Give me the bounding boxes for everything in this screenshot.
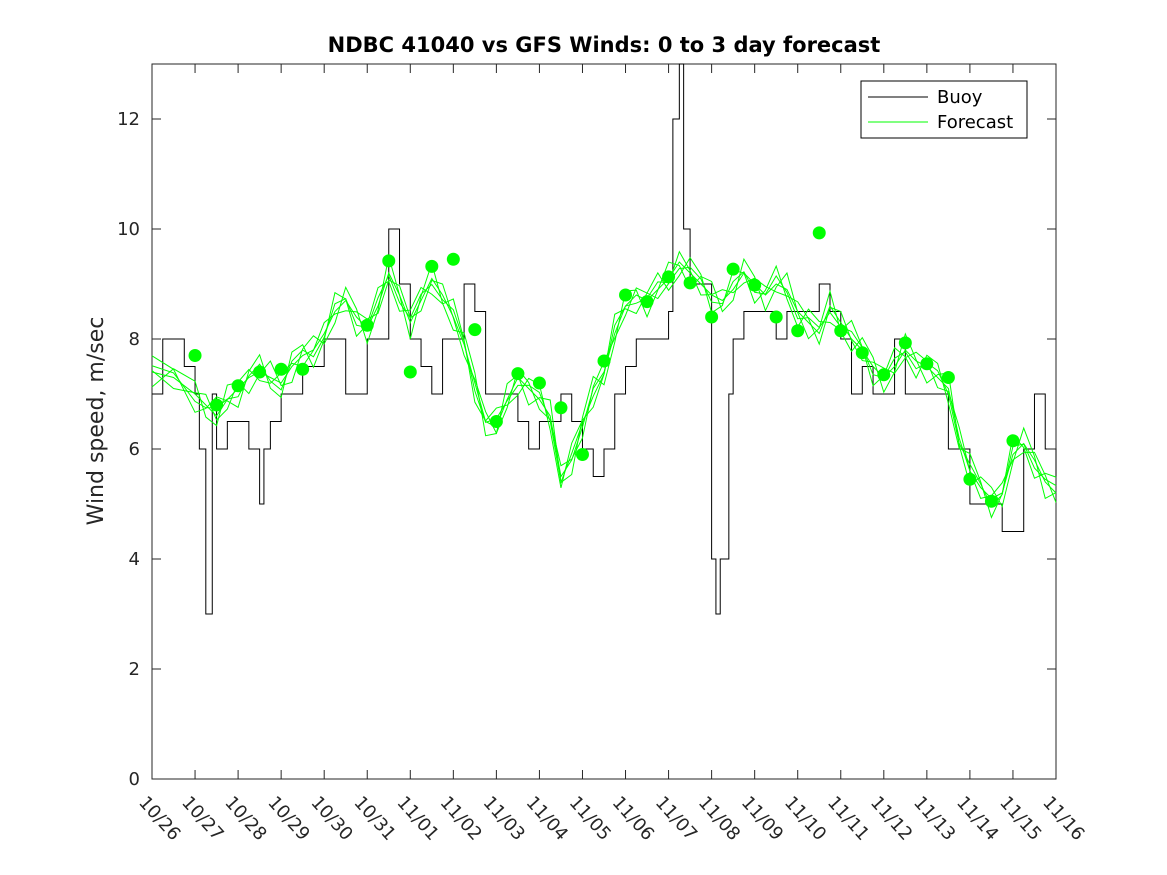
forecast-point [446,252,460,266]
forecast-point [231,379,245,393]
forecast-line-run-5 [151,266,1057,508]
forecast-point [597,354,611,368]
forecast-point [855,346,869,360]
forecast-line-run-4 [151,250,1057,503]
y-tick-label: 6 [129,439,140,460]
forecast-point [726,262,740,276]
forecast-point [532,376,546,390]
forecast-point [554,401,568,415]
forecast-point [640,295,654,309]
plot-frame [151,63,1057,780]
forecast-point [877,368,891,382]
forecast-point [468,323,482,337]
legend-forecast-label: Forecast [937,112,1013,133]
forecast-point [769,310,783,324]
y-axis-label: Wind speed, m/sec [84,317,109,526]
forecast-line-run-2 [151,256,1057,519]
forecast-point [575,448,589,461]
y-tick-label: 4 [129,549,140,570]
y-tick-label: 0 [129,769,140,790]
forecast-series [151,250,1057,519]
forecast-point [489,415,503,428]
forecast-point [253,365,267,379]
legend-box [860,80,1028,139]
forecast-point [834,324,848,338]
forecast-point [360,318,374,332]
y-tick-label: 10 [117,219,140,240]
forecast-markers [188,226,1020,508]
forecast-point [210,398,224,412]
forecast-point [619,288,633,302]
forecast-point [898,336,912,350]
chart-title: NDBC 41040 vs GFS Winds: 0 to 3 day fore… [328,33,881,57]
forecast-point [812,226,826,240]
forecast-point [791,324,805,338]
forecast-point [382,254,396,268]
forecast-point [296,362,310,376]
buoy-line [152,63,1057,615]
buoy-series [152,63,1057,615]
forecast-point [274,362,288,376]
forecast-point [425,259,439,273]
legend-buoy-label: Buoy [937,87,983,108]
y-tick-label: 8 [129,329,140,350]
forecast-line-run-1 [151,261,1057,500]
forecast-point [662,270,676,284]
forecast-point [705,310,719,324]
y-tick-label: 12 [117,109,140,130]
legend: Buoy Forecast [860,80,1028,139]
forecast-point [1006,434,1020,448]
forecast-point [748,278,762,292]
forecast-point [920,357,934,371]
forecast-point [984,494,998,508]
forecast-point [683,276,697,290]
y-tick-label: 2 [129,659,140,680]
forecast-point [963,472,977,486]
plot-area [151,63,1057,780]
forecast-point [188,349,202,362]
forecast-point [403,365,417,379]
forecast-point [511,367,525,381]
forecast-point [941,371,955,384]
